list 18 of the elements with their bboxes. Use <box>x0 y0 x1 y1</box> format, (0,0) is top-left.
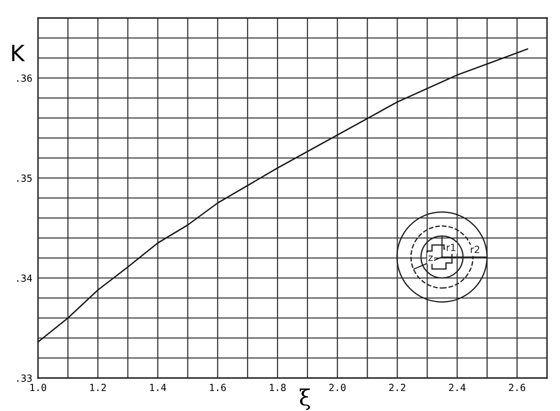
annotation: r2 <box>470 246 480 253</box>
x-tick-label: 1.6 <box>210 384 226 392</box>
x-tick-label: 2.2 <box>389 384 406 391</box>
y-axis-title: K <box>12 44 26 62</box>
annotation: z <box>428 256 433 261</box>
x-tick-label: 1.8 <box>270 384 286 392</box>
annotation: r1 <box>446 244 456 251</box>
x-axis-title: ξ <box>300 388 310 410</box>
x-tick-label: 2.4 <box>449 384 466 391</box>
y-tick-label: .34 <box>17 274 32 282</box>
x-tick-label: 1.4 <box>150 384 166 391</box>
y-tick-label: .36 <box>17 74 32 82</box>
x-tick-label: 1.0 <box>30 384 46 392</box>
x-tick-label: 2.0 <box>329 384 346 392</box>
y-tick-label: .33 <box>17 374 32 382</box>
y-tick-label: .35 <box>17 174 32 182</box>
x-tick-label: 2.6 <box>509 384 526 392</box>
x-tick-label: 1.2 <box>90 384 106 391</box>
